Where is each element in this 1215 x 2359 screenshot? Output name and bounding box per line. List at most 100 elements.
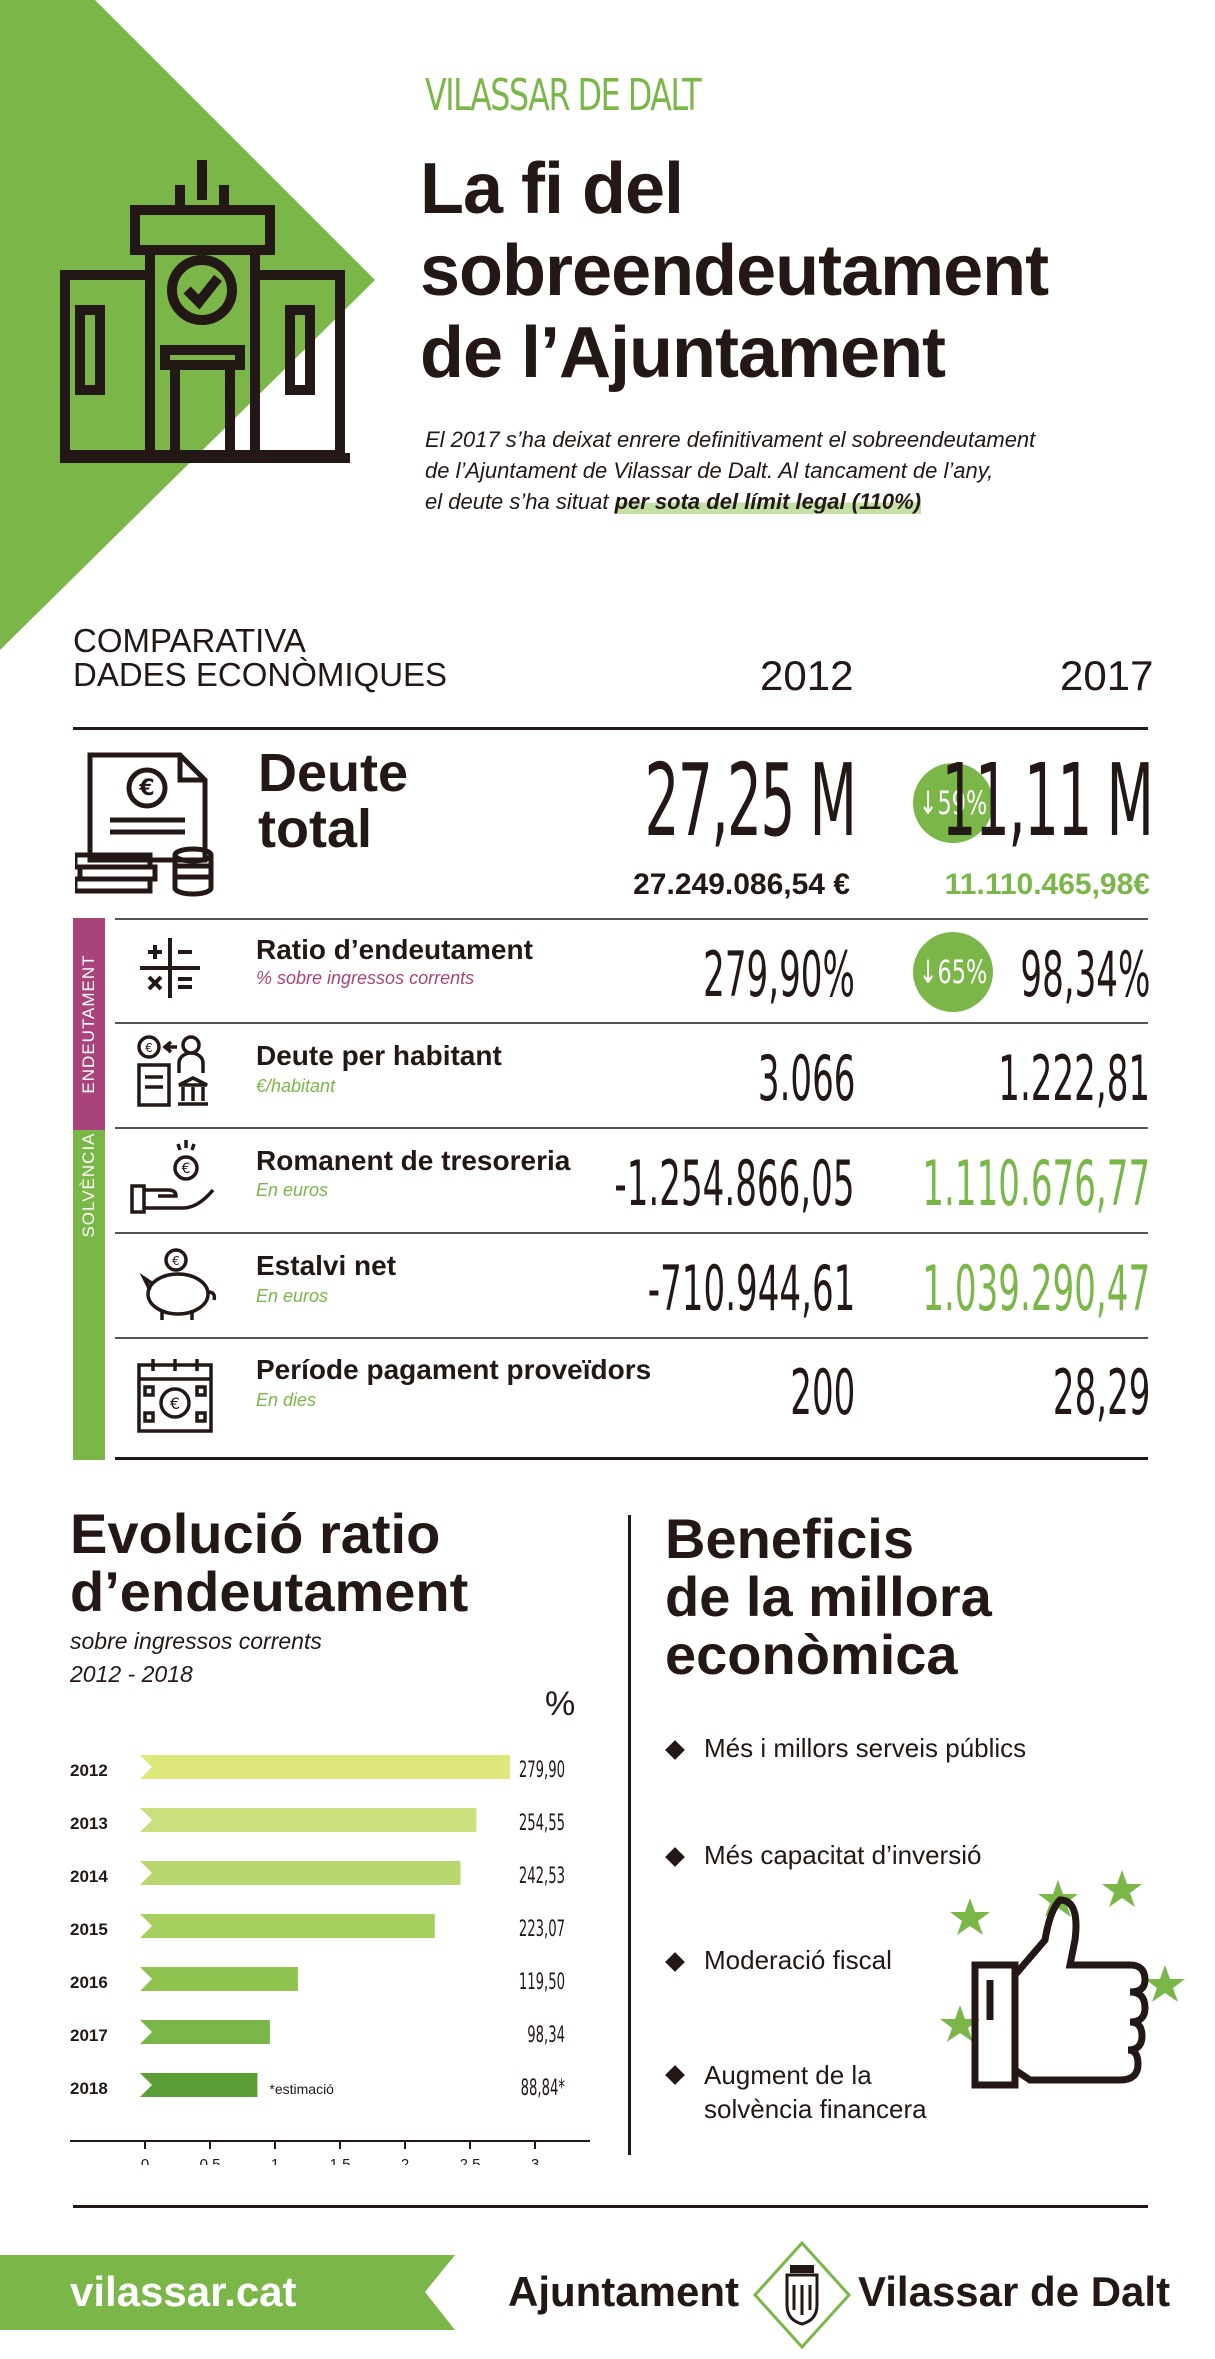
solvencia-sidebar: SOLVÈNCIA — [73, 1130, 105, 1460]
town-name: VILASSAR DE DALT — [425, 70, 702, 121]
url-banner — [0, 2255, 455, 2330]
year-tick-label: 2017 — [70, 2026, 108, 2045]
page-title: La fi del sobreendeutament de l’Ajuntame… — [420, 148, 1049, 394]
intro-line-3: el deute s’ha situat — [425, 489, 615, 514]
municipal-seal-icon — [752, 2240, 852, 2350]
romanent-sub: En euros — [256, 1180, 329, 1200]
evolution-subtitle-line: sobre ingressos corrents — [70, 1628, 322, 1654]
diamond-bullet-icon — [665, 2065, 685, 2085]
ratio-bar — [140, 1755, 510, 1779]
bar-value-label: 242,53 — [519, 1864, 565, 1889]
deute-reduction-badge: ↓59% — [913, 763, 993, 843]
svg-text:€: € — [172, 1254, 180, 1268]
piggy-bank-icon: € — [139, 1248, 217, 1320]
x-axis-tick-label: 0 — [141, 2156, 149, 2165]
ratio-bar — [140, 1914, 435, 1938]
footer-ajuntament: Ajuntament — [508, 2268, 739, 2315]
deute-habitant-sub: €/habitant — [256, 1076, 336, 1096]
x-axis-tick-label: 1 — [271, 2156, 279, 2165]
svg-text:€: € — [170, 1394, 180, 1413]
row-divider — [115, 1232, 1148, 1234]
estalvi-sub: En euros — [256, 1286, 329, 1306]
row-divider — [115, 1127, 1148, 1129]
deute-2012-exact: 27.249.086,54 € — [633, 868, 850, 901]
estimation-note: *estimació — [269, 2081, 334, 2097]
benefit-text: Més i millors serveis públics — [704, 1733, 1027, 1763]
deute-badge-text: ↓59% — [918, 784, 988, 822]
periode-2012: 200 — [789, 1356, 855, 1429]
benefits-title: Beneficis de la millora econòmica — [665, 1510, 992, 1684]
ratio-reduction-badge: ↓65% — [913, 932, 993, 1012]
x-axis-tick-label: 0.5 — [200, 2156, 221, 2165]
evolution-period: 2012 - 2018 — [70, 1661, 193, 1687]
money-document-icon: € — [75, 752, 214, 897]
comparison-heading-line1: COMPARATIVA — [73, 622, 306, 659]
svg-text:€: € — [145, 1041, 153, 1055]
year-tick-label: 2018 — [70, 2079, 108, 2098]
romanent-2012: -1.254.866,05 — [614, 1147, 855, 1220]
evolution-title-line2: d’endeutament — [70, 1560, 469, 1623]
ratio-2012: 279,90% — [703, 938, 855, 1011]
town-hall-icon — [60, 160, 350, 463]
year-tick-label: 2013 — [70, 1814, 108, 1833]
year-2012-header: 2012 — [760, 652, 854, 699]
deute-total-label: Deute total — [258, 745, 408, 857]
benefit-item: Més capacitat d’inversió — [665, 1840, 982, 1871]
endeutament-label: ENDEUTAMENT — [79, 954, 98, 1094]
title-line-2: sobreendeutament — [420, 231, 1049, 311]
endeutament-sidebar: ENDEUTAMENT — [73, 918, 105, 1130]
legal-limit-highlight: per sota del límit legal (110%) — [614, 489, 922, 514]
benefits-title-line3: econòmica — [665, 1623, 958, 1686]
evolution-title: Evolució ratio d’endeutament — [70, 1505, 468, 1621]
footer-url-link[interactable]: vilassar.cat — [70, 2268, 297, 2315]
year-tick-label: 2016 — [70, 1973, 108, 1992]
svg-text:€: € — [182, 1161, 191, 1177]
year-tick-label: 2014 — [70, 1867, 108, 1886]
deute-2012-value: 27,25 M — [644, 742, 856, 859]
benefit-text: Més capacitat d’inversió — [704, 1840, 982, 1870]
deute-habitant-2017: 1.222,81 — [998, 1042, 1150, 1115]
diamond-bullet-icon — [665, 1740, 685, 1760]
x-axis-tick-label: 2 — [401, 2156, 409, 2165]
deute-2017-value: 11,11 M — [941, 742, 1153, 859]
calendar-icon: € — [137, 1359, 213, 1433]
row-divider — [115, 1022, 1148, 1024]
intro-line-1: El 2017 s’ha deixat enrere definitivamen… — [425, 427, 1036, 452]
romanent-label: Romanent de tresoreria — [256, 1145, 571, 1176]
benefit-item: Moderació fiscal — [665, 1945, 892, 1976]
debt-per-person-icon: € — [137, 1035, 208, 1107]
deute-habitant-2012: 3.066 — [757, 1042, 855, 1115]
x-axis-tick-label: 1.5 — [330, 2156, 351, 2165]
bar-value-label: 98,34 — [527, 2023, 565, 2048]
romanent-2017: 1.110.676,77 — [922, 1147, 1150, 1220]
footer-divider — [73, 2205, 1148, 2208]
diamond-bullet-icon — [665, 1952, 685, 1972]
comparison-heading: COMPARATIVA DADES ECONÒMIQUES — [73, 624, 447, 692]
ratio-bar — [140, 2073, 258, 2097]
intro-line-2: de l’Ajuntament de Vilassar de Dalt. Al … — [425, 458, 994, 483]
intro-text: El 2017 s’ha deixat enrere definitivamen… — [425, 424, 1035, 517]
ratio-bar — [140, 2020, 270, 2044]
table-bottom-line — [115, 1457, 1148, 1460]
periode-sub: En dies — [256, 1390, 317, 1410]
year-tick-label: 2012 — [70, 1761, 108, 1780]
footer-vilassar: Vilassar de Dalt — [858, 2268, 1171, 2315]
bar-value-label: 88,84* — [521, 2076, 565, 2101]
evolution-subtitle: sobre ingressos corrents 2012 - 2018 — [70, 1625, 322, 1691]
ratio-bar — [140, 1808, 477, 1832]
ratio-sub: % sobre ingressos corrents — [256, 968, 475, 988]
evolution-title-line1: Evolució ratio — [70, 1502, 441, 1565]
green-triangle — [0, 0, 375, 650]
ratio-label: Ratio d’endeutament — [256, 934, 533, 965]
divider — [73, 727, 1148, 730]
chart-unit: % — [545, 1685, 576, 1723]
estalvi-2017: 1.039.290,47 — [922, 1252, 1150, 1325]
row-divider — [115, 1337, 1148, 1339]
benefit-item: Més i millors serveis públics — [665, 1733, 1027, 1764]
periode-2017: 28,29 — [1052, 1356, 1150, 1429]
bar-value-label: 254,55 — [519, 1811, 565, 1836]
bar-value-label: 119,50 — [519, 1970, 565, 1995]
year-tick-label: 2015 — [70, 1920, 108, 1939]
diamond-bullet-icon — [665, 1847, 685, 1867]
